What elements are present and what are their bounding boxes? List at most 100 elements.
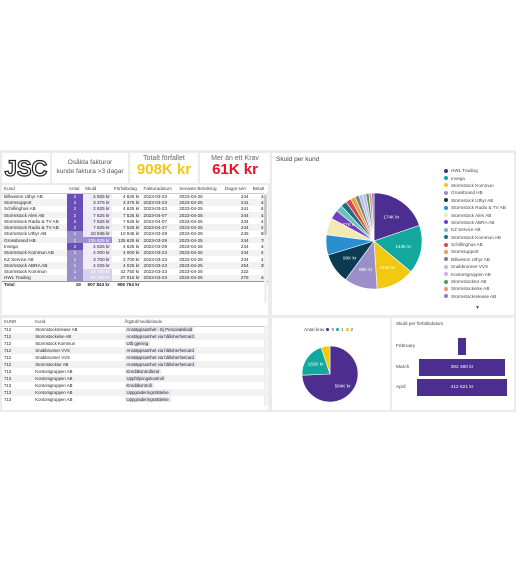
column-header[interactable]: Skuld: [82, 185, 112, 194]
list-item[interactable]: 712 Snabbrunner VVS Anstäppsamhet via håll…: [2, 347, 268, 354]
table-cell: 78: [250, 237, 268, 244]
list-item[interactable]: 713 Kontorsgruppen AB Uppgraderingsrättels…: [2, 396, 268, 403]
legend-scroll-down-icon[interactable]: ▼: [475, 305, 480, 311]
pie-slice[interactable]: [301, 347, 331, 376]
legend-item[interactable]: Grossbrand HB: [444, 189, 506, 196]
legend-item[interactable]: Stormstocktor AB: [444, 278, 506, 285]
action-tag: Anstäppsamhet via hålloherhetcard: [124, 348, 196, 353]
action-list-table[interactable]: KUNR Kund Åtgärd/meddelande 712 Stormstockr…: [2, 318, 268, 410]
kpi-text-line2: kunde faktura >3 dagar: [56, 168, 124, 175]
debt-per-due-date-tile[interactable]: Skuld per förfallodatum February March A…: [392, 318, 514, 410]
column-header[interactable]: Kund: [2, 185, 67, 194]
legend-item[interactable]: Kontorsgruppen AB: [444, 270, 506, 277]
table-row[interactable]: HWL Trading 1 44 250 kr 37 015 kr 2023-03-23…: [2, 274, 268, 282]
multiple-reminders-card[interactable]: Mer än ett Krav 61K kr: [200, 153, 270, 183]
table-cell: 254: [222, 262, 251, 269]
table-cell: 44: [250, 274, 268, 282]
legend-item[interactable]: Stormstockelse AB: [444, 285, 506, 292]
column-header[interactable]: KUNR: [2, 318, 34, 327]
legend-item[interactable]: Stormstockrelease AB: [444, 293, 506, 300]
list-item[interactable]: 712 Stormstockelse AB Anstäppsamhet via hå…: [2, 333, 268, 340]
list-item[interactable]: 712 Snabbrunner VVS Anstäppsamhet via håll…: [2, 354, 268, 361]
table-cell: 2023-04-25: [177, 237, 223, 244]
column-header[interactable]: Kund: [33, 318, 123, 327]
column-header[interactable]: Dagar sen: [222, 185, 251, 194]
table-cell: 244: [222, 211, 251, 219]
column-header[interactable]: Senaste Betalning: [177, 185, 223, 194]
donut-legend-label[interactable]: 1: [341, 327, 344, 332]
legend-item[interactable]: Stormstock Aleri AB: [444, 211, 506, 218]
donut-legend-label[interactable]: 0: [331, 327, 334, 332]
legend-item[interactable]: Stormstock ABRA AB: [444, 219, 506, 226]
legend-dot: [444, 190, 448, 195]
column-header[interactable]: Antal: [66, 185, 83, 194]
table-cell: 2023-03-23: [143, 193, 168, 199]
legend-item[interactable]: Snabbrunner VVS: [444, 263, 506, 270]
funnel-bar[interactable]: 392 480 kr: [419, 359, 505, 376]
list-cell: Kreditkontroll: [123, 382, 268, 389]
list-scrollbar[interactable]: [264, 326, 267, 406]
table-row[interactable]: Stormstock ABRA AB 1 4 025 kr 4 025 kr 2023-…: [2, 262, 268, 269]
list-item[interactable]: 713 Kontorsgruppen AB Uppgraderingsrättels…: [2, 389, 268, 396]
legend-item[interactable]: Billweson Uthyr AB: [444, 256, 506, 263]
reminder-count-pie[interactable]: 584K kr 162K kr: [272, 318, 390, 410]
list-item[interactable]: 712 Stormstocktor AB Anstäppsamhet via hål…: [2, 361, 268, 368]
table-row[interactable]: Schillinghus AB 2 2 625 kr 4 625 kr 2023-03-…: [2, 205, 268, 212]
debt-per-customer-pie[interactable]: 174K kr 144K kr 114K kr 98K kr 90K kr 27K kr: [272, 153, 444, 315]
donut-legend-label[interactable]: 2: [350, 327, 354, 332]
list-item[interactable]: 713 Kontorsgruppen AB Kreditkontrollerat: [2, 368, 268, 375]
legend-item[interactable]: HWL Trading: [444, 167, 506, 174]
column-header[interactable]: Förfallodag: [111, 185, 142, 194]
table-cell: 244: [222, 224, 251, 231]
table-cell: 135 625 kr: [111, 237, 142, 244]
list-item[interactable]: 713 Kontorsgruppen AB Kreditkontroll: [2, 382, 268, 389]
total-cell: 907 843 kr: [82, 280, 112, 288]
table-row[interactable]: Stormsupport 2 3 375 kr 3 375 kr 2023-03-23 2…: [2, 199, 268, 206]
table-row[interactable]: Stormstock Aleri AB 2 7 525 kr 7 525 kr 2023…: [2, 211, 268, 219]
table-row[interactable]: Stormstock Uthyr AB 1 10 945 kr 10 945 kr 20…: [2, 230, 268, 238]
table-row[interactable]: Grossbrand HB 1 135 625 kr 135 625 kr 2023-0…: [2, 237, 268, 244]
column-header[interactable]: Betalt: [250, 185, 268, 194]
table-scrollbar[interactable]: [264, 193, 267, 303]
table-cell: 37 015 kr: [111, 274, 142, 282]
legend-item[interactable]: Schillinghus AB: [444, 241, 506, 248]
pie-slice[interactable]: [320, 345, 331, 375]
customer-debt-table[interactable]: Kund Antal Skuld Förfallodag Fakturadatum Sen…: [2, 185, 268, 315]
table-row[interactable]: Billweson Uthyr AB 2 4 825 kr 4 825 kr 2023-…: [2, 193, 268, 200]
total-overdue-card[interactable]: Totalt förfallet 908K kr: [130, 153, 198, 183]
list-item[interactable]: 712 Stormstock Kommun Utb gjening: [2, 340, 268, 347]
legend-item[interactable]: Stormstock Radio & TV AB: [444, 204, 506, 211]
table-scrollbar-thumb[interactable]: [264, 195, 267, 235]
table-cell: 241: [222, 199, 251, 206]
table-row[interactable]: Stormstock Kommun AB 1 4 000 kr 4 000 kr 202…: [2, 249, 268, 256]
pie-slice[interactable]: [371, 192, 375, 242]
legend-item[interactable]: KZ Service AB: [444, 226, 506, 233]
legend-item[interactable]: Invega: [444, 174, 506, 181]
legend-item[interactable]: Stormstock Uthyr AB: [444, 197, 506, 204]
funnel-bar[interactable]: 412 621 kr: [417, 379, 507, 396]
legend-item[interactable]: Stormstock Kommun: [444, 182, 506, 189]
action-tag: Anstäppsamhet - Ej Personalskuld: [124, 327, 195, 333]
list-item[interactable]: 712 Stormstockrelease AB Anstäppsamhet - E…: [2, 326, 268, 333]
table-row[interactable]: Stormstock Kommun 1 42 750 kr 42 750 kr 2023…: [2, 268, 268, 275]
table-cell: Stormstock Radio & TV AB: [4, 218, 59, 224]
table-row[interactable]: KZ Service AB 1 3 700 kr 3 700 kr 2023-03-23…: [2, 255, 268, 263]
table-row[interactable]: Invega 2 4 625 kr 4 625 kr 2023-03-29 2023-04…: [2, 243, 268, 250]
debt-per-customer-tile[interactable]: Skuld per kund 174K kr 144K kr 114K kr 98K …: [272, 153, 514, 315]
list-item[interactable]: 713 Kontorsgruppen AB Uppföljningskontroll: [2, 375, 268, 382]
legend-item[interactable]: Stormsupport: [444, 248, 506, 255]
pie-data-label: 584K kr: [335, 384, 351, 389]
table-row[interactable]: Stormstock Radio & TV AB 2 7 525 kr 7 525 k…: [2, 218, 268, 225]
legend-item[interactable]: Stormstock Kommun AB: [444, 234, 506, 241]
pie-slice[interactable]: [373, 225, 423, 273]
funnel-bar[interactable]: [458, 338, 466, 355]
column-header[interactable]: Fakturadatum: [141, 185, 178, 194]
table-cell: 4 025 kr: [82, 262, 112, 269]
table-cell: 4 625 kr: [122, 244, 140, 250]
reminder-count-tile[interactable]: Antal krav 0 1 2 584K kr 162K kr: [272, 318, 390, 410]
table-row[interactable]: Stormstock Radio & TV AB 2 7 525 kr 7 525 k…: [2, 224, 268, 231]
table-cell: 244: [240, 244, 249, 250]
table-cell: 7 525 kr: [111, 224, 142, 231]
column-header[interactable]: Åtgärd/meddelande: [122, 318, 268, 327]
table-cell: 2023-03-23: [141, 274, 178, 282]
